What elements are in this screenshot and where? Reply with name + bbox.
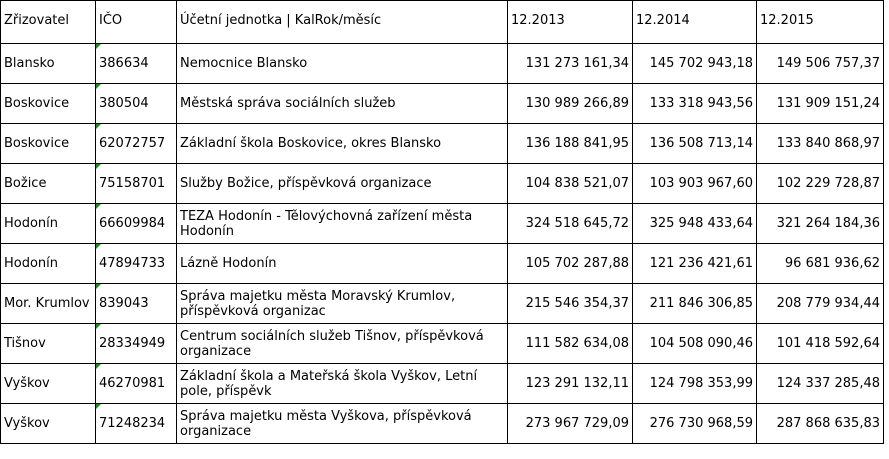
table-row: Hodonín 47894733 Lázně Hodonín 105 702 287,…	[0, 243, 884, 284]
amount: 145 702 943,18	[632, 43, 757, 84]
amount: 211 846 306,85	[632, 283, 757, 324]
founder: Mor. Krumlov	[0, 283, 96, 324]
column-header: 12.2015	[756, 0, 884, 44]
unit-name: Centrum sociálních služeb Tišnov, příspě…	[176, 323, 508, 364]
amount: 104 508 090,46	[632, 323, 757, 364]
ico: 28334949	[95, 323, 177, 364]
amount: 104 838 521,07	[507, 163, 633, 204]
amount: 276 730 968,59	[632, 403, 757, 444]
founder: Vyškov	[0, 363, 96, 404]
amount: 287 868 635,83	[756, 403, 884, 444]
amount: 130 989 266,89	[507, 83, 633, 124]
column-header: Zřizovatel	[0, 0, 96, 44]
column-header: Účetní jednotka | KalRok/měsíc	[176, 0, 508, 44]
ico: 66609984	[95, 203, 177, 244]
amount: 136 188 841,95	[507, 123, 633, 164]
amount: 124 798 353,99	[632, 363, 757, 404]
data-table: Zřizovatel IČO Účetní jednotka | KalRok/mě…	[0, 0, 884, 444]
amount: 208 779 934,44	[756, 283, 884, 324]
amount: 102 229 728,87	[756, 163, 884, 204]
founder: Hodonín	[0, 203, 96, 244]
amount: 136 508 713,14	[632, 123, 757, 164]
amount: 121 236 421,61	[632, 243, 757, 284]
table-row: Blansko 386634 Nemocnice Blansko 131 273 16…	[0, 43, 884, 84]
ico: 839043	[95, 283, 177, 324]
amount: 325 948 433,64	[632, 203, 757, 244]
ico: 47894733	[95, 243, 177, 284]
ico: 386634	[95, 43, 177, 84]
amount: 105 702 287,88	[507, 243, 633, 284]
founder: Hodonín	[0, 243, 96, 284]
amount: 101 418 592,64	[756, 323, 884, 364]
header-row: Zřizovatel IČO Účetní jednotka | KalRok/mě…	[0, 0, 884, 44]
ico: 62072757	[95, 123, 177, 164]
unit-name: Základní škola Boskovice, okres Blansko	[176, 123, 508, 164]
founder: Vyškov	[0, 403, 96, 444]
founder: Tišnov	[0, 323, 96, 364]
unit-name: Správa majetku města Vyškova, příspěvkov…	[176, 403, 508, 444]
amount: 133 840 868,97	[756, 123, 884, 164]
column-header: 12.2014	[632, 0, 757, 44]
amount: 131 909 151,24	[756, 83, 884, 124]
unit-name: Městská správa sociálních služeb	[176, 83, 508, 124]
amount: 321 264 184,36	[756, 203, 884, 244]
table-row: Boskovice 380504 Městská správa sociálních…	[0, 83, 884, 124]
amount: 149 506 757,37	[756, 43, 884, 84]
unit-name: Správa majetku města Moravský Krumlov, p…	[176, 283, 508, 324]
founder: Božice	[0, 163, 96, 204]
table-row: Mor. Krumlov 839043 Správa majetku města M…	[0, 283, 884, 324]
ico: 46270981	[95, 363, 177, 404]
founder: Boskovice	[0, 83, 96, 124]
table-row: Tišnov 28334949 Centrum sociálních služeb …	[0, 323, 884, 364]
unit-name: Služby Božice, příspěvková organizace	[176, 163, 508, 204]
table-row: Hodonín 66609984 TEZA Hodonín - Tělovýchov…	[0, 203, 884, 244]
unit-name: Nemocnice Blansko	[176, 43, 508, 84]
unit-name: Lázně Hodonín	[176, 243, 508, 284]
amount: 96 681 936,62	[756, 243, 884, 284]
amount: 133 318 943,56	[632, 83, 757, 124]
unit-name: TEZA Hodonín - Tělovýchovná zařízení měs…	[176, 203, 508, 244]
table-row: Boskovice 62072757 Základní škola Boskovic…	[0, 123, 884, 164]
founder: Boskovice	[0, 123, 96, 164]
unit-name: Základní škola a Mateřská škola Vyškov, …	[176, 363, 508, 404]
amount: 324 518 645,72	[507, 203, 633, 244]
table-row: Vyškov 46270981 Základní škola a Mateřská …	[0, 363, 884, 404]
amount: 131 273 161,34	[507, 43, 633, 84]
amount: 123 291 132,11	[507, 363, 633, 404]
amount: 103 903 967,60	[632, 163, 757, 204]
table-row: Božice 75158701 Služby Božice, příspěvková…	[0, 163, 884, 204]
table-row: Vyškov 71248234 Správa majetku města Vyško…	[0, 403, 884, 444]
column-header: IČO	[95, 0, 177, 44]
amount: 273 967 729,09	[507, 403, 633, 444]
ico: 380504	[95, 83, 177, 124]
founder: Blansko	[0, 43, 96, 84]
ico: 75158701	[95, 163, 177, 204]
amount: 215 546 354,37	[507, 283, 633, 324]
amount: 111 582 634,08	[507, 323, 633, 364]
amount: 124 337 285,48	[756, 363, 884, 404]
column-header: 12.2013	[507, 0, 633, 44]
ico: 71248234	[95, 403, 177, 444]
